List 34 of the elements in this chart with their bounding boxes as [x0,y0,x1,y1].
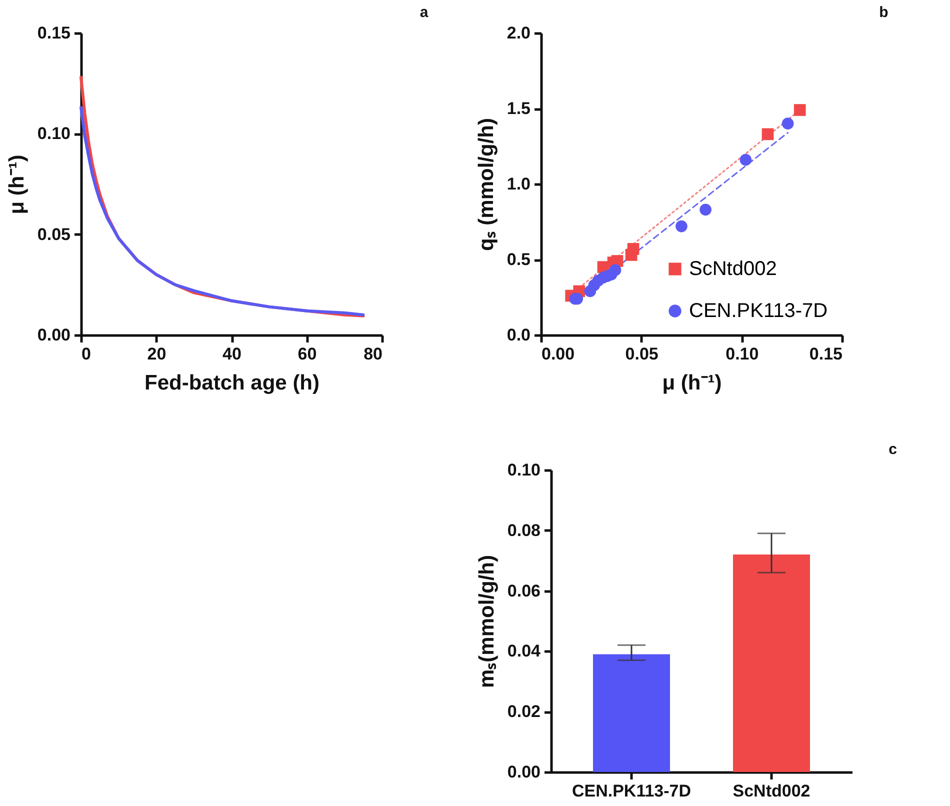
y-axis-title: μ (h⁻¹) [5,154,28,214]
text: c [888,441,897,458]
y-tick-label: 1.5 [506,99,530,118]
y-axis-title: qₛ (mmol/g/h) [474,118,498,251]
y-tick-label: 0.10 [507,460,540,480]
x-tick-label: 20 [147,344,166,364]
x-tick-label: 0 [82,344,91,364]
text: a [420,4,429,21]
y-tick-label: 0.02 [507,702,540,722]
y-tick-label: 0.5 [506,250,530,269]
y-axis-title: mₛ(mmol/g/h) [475,555,498,688]
legend-label: ScNtd002 [689,258,777,280]
x-tick-label: 60 [298,344,317,364]
x-axis-title: Fed-batch age (h) [144,372,320,394]
y-tick-label: 1.0 [506,174,530,194]
y-tick-label: 0.05 [37,224,70,244]
x-tick-label: 0.00 [542,344,575,364]
y-tick-label: 0.08 [507,520,540,540]
x-tick-label: 80 [364,344,382,364]
text: b [879,4,888,21]
x-tick-label: 0.10 [726,344,759,364]
y-tick-label: 0.04 [507,642,542,661]
y-tick-label: 2.0 [506,24,530,42]
x-tick-label: 0.15 [809,344,842,364]
y-tick-label: 0.0 [506,326,530,344]
y-tick-label: 0.10 [37,124,70,144]
legend-label: CEN.PK113-7D [689,300,828,322]
x-tick-label: 40 [222,344,242,364]
y-tick-label: 0.15 [37,24,70,42]
y-tick-label: 0.06 [507,581,540,600]
y-tick-label: 0.00 [507,762,540,782]
x-axis-title: μ (h⁻¹) [662,372,722,394]
y-tick-label: 0.00 [37,326,70,344]
x-tick-label: 0.05 [625,344,658,364]
